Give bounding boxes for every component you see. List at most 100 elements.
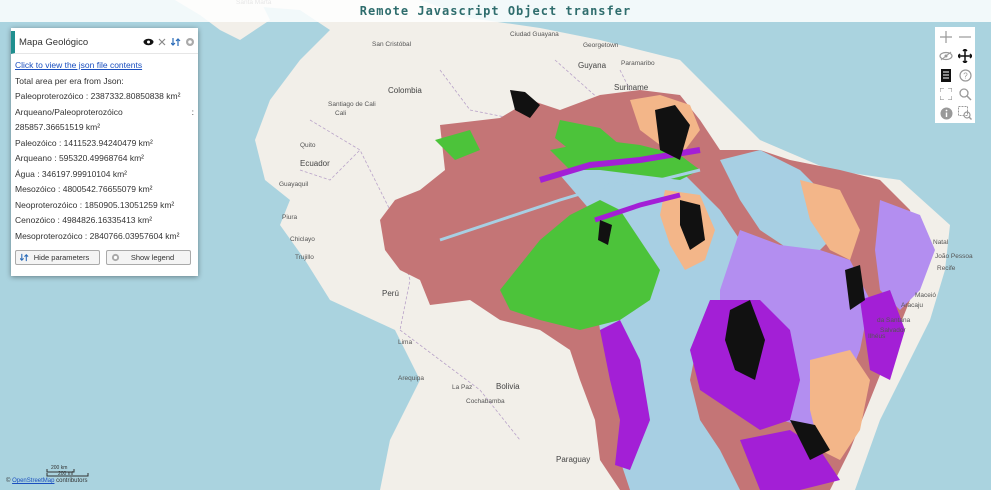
gear-icon[interactable] xyxy=(184,36,196,48)
geo-mesoproterozoico-east xyxy=(800,180,860,260)
map-label-santiago: Santiago de Cali xyxy=(328,101,376,108)
geo-paleozoico-north xyxy=(720,150,840,250)
geology-layer[interactable] xyxy=(380,90,935,490)
map-label-paramaribo: Paramaribo xyxy=(621,60,655,67)
map-label-georgetown: Georgetown xyxy=(583,42,619,49)
map-label-arequipa: Arequipa xyxy=(398,375,424,382)
geo-arqueano-2 xyxy=(655,105,690,160)
zoom-out-icon[interactable] xyxy=(956,28,974,46)
map-label-bolivia: Bolivia xyxy=(496,382,520,391)
map-label-ilheus: Ilhéus xyxy=(868,333,886,340)
era-entry: Mesozóico : 4800542.76655079 km² xyxy=(15,184,153,194)
layer-panel-body: Click to view the json file contents Tot… xyxy=(11,54,198,244)
app-title-bar: Remote Javascript Object transfer xyxy=(0,0,991,22)
help-icon[interactable]: ? xyxy=(956,66,974,84)
map-label-cali: Cali xyxy=(335,110,346,117)
map-label-natal: Natal xyxy=(933,239,949,246)
map-label-colombia: Colombia xyxy=(388,86,422,95)
info-icon[interactable] xyxy=(937,104,955,122)
panel-buttons: Hide parameters Show legend xyxy=(15,250,191,265)
eye-icon[interactable] xyxy=(142,36,154,48)
app-title: Remote Javascript Object transfer xyxy=(359,4,632,18)
pan-icon[interactable] xyxy=(956,47,974,65)
layer-panel: Mapa Geológico Click to view the json fi… xyxy=(11,28,198,276)
hide-parameters-label: Hide parameters xyxy=(33,253,90,262)
visibility-icon[interactable] xyxy=(937,47,955,65)
era-entry-name: Arqueano/Paleoproterozóico xyxy=(15,106,123,117)
attribution: © OpenStreetMap contributors xyxy=(6,478,87,484)
area-heading: Total area per era from Json: xyxy=(15,75,124,86)
map-label-piura: Piura xyxy=(282,214,298,221)
hide-parameters-button[interactable]: Hide parameters xyxy=(15,250,100,265)
map-label-ciudad-guayana: Ciudad Guayana xyxy=(510,31,559,38)
map-label-guayaquil: Guayaquil xyxy=(279,181,309,188)
map-label-quito: Quito xyxy=(300,142,316,149)
attribution-prefix: © xyxy=(6,478,11,484)
geo-arqueano-1 xyxy=(510,90,540,118)
geo-mesoproterozoico-se xyxy=(810,350,870,460)
amazon-river xyxy=(439,168,701,242)
map-label-aracaju: Aracaju xyxy=(901,302,923,309)
map-label-joao-pessoa: João Pessoa xyxy=(935,253,973,260)
osm-link[interactable]: OpenStreetMap xyxy=(12,478,55,484)
era-entry: Arqueano/Paleoproterozóico : xyxy=(15,105,194,121)
zoom-box-icon[interactable] xyxy=(956,104,974,122)
scale-mi: 200 mi xyxy=(58,471,73,477)
geo-paleoproterozoico-east xyxy=(860,290,905,380)
era-entry-colon: : xyxy=(191,106,194,117)
attribution-suffix: contributors xyxy=(56,478,88,484)
svg-text:?: ? xyxy=(963,71,968,80)
geo-neoproterozoico-east xyxy=(875,200,935,310)
geo-arqueano-6 xyxy=(845,265,865,310)
geo-arqueano-5 xyxy=(790,420,830,460)
map-label-san-cristobal: San Cristóbal xyxy=(372,41,412,48)
show-legend-label: Show legend xyxy=(130,253,175,262)
era-entry: Mesoproterozóico : 2840766.03957604 km² xyxy=(15,230,180,241)
map-label-suriname: Suriname xyxy=(614,83,649,92)
map-label-cochabamba: Cochabamba xyxy=(466,398,505,405)
swap-icon[interactable] xyxy=(170,36,182,48)
close-icon[interactable] xyxy=(156,36,168,48)
layers-icon[interactable] xyxy=(937,66,955,84)
map-label-recife: Recife xyxy=(937,265,956,272)
geo-cenozoico-west xyxy=(500,200,660,330)
map-labels: Santa Marta San Cristóbal Ciudad Guayana… xyxy=(236,0,973,464)
show-legend-button[interactable]: Show legend xyxy=(106,250,191,265)
geo-paleoproterozoico-south xyxy=(740,430,840,490)
scale-bar: 200 km 200 mi xyxy=(46,463,92,483)
map-label-la-paz: La Paz xyxy=(452,384,472,391)
map-label-chiclayo: Chiclayo xyxy=(290,236,315,243)
map-label-trujillo: Trujillo xyxy=(295,254,314,261)
era-entry: Cenozóico : 4984826.16335413 km² xyxy=(15,215,153,225)
era-entry: Água : 346197.99910104 km² xyxy=(15,168,128,179)
parameters-icon xyxy=(19,253,29,263)
legend-icon xyxy=(110,253,120,263)
geo-arqueano-4 xyxy=(725,300,765,380)
geo-cenozoico-nw xyxy=(435,130,480,160)
map-label-lima: Lima xyxy=(398,339,412,346)
geo-cenozoico-top xyxy=(555,120,620,155)
map-label-paraguay: Paraguay xyxy=(556,455,590,464)
search-icon[interactable] xyxy=(956,85,974,103)
geo-paleoproterozoico-band2 xyxy=(594,192,681,223)
zoom-in-icon[interactable] xyxy=(937,28,955,46)
map-label-ecuador: Ecuador xyxy=(300,159,330,168)
geo-arqueano-7 xyxy=(598,220,612,245)
map-label-peru: Perú xyxy=(382,289,399,298)
era-entry: Paleozóico : 1411523.94240479 km² xyxy=(15,137,153,148)
layer-panel-header: Mapa Geológico xyxy=(11,31,198,54)
map-toolbar: ? xyxy=(935,27,975,123)
era-entry: Arqueano : 595320.49968764 km² xyxy=(15,153,145,163)
geo-paleoproterozoico-west xyxy=(600,320,650,470)
era-entry: Neoproterozóico : 1850905.13051259 km² xyxy=(15,199,175,210)
map-label-maceio: Maceió xyxy=(915,292,936,299)
map-label-salvador: Salvador xyxy=(880,327,906,334)
json-link[interactable]: Click to view the json file contents xyxy=(15,60,143,70)
layer-title: Mapa Geológico xyxy=(19,36,89,48)
map-label-da-santana: da Santana xyxy=(877,317,911,324)
era-entry: 285857.36651519 km² xyxy=(15,122,101,132)
map-label-guyana: Guyana xyxy=(578,61,607,70)
fullscreen-icon[interactable] xyxy=(937,85,955,103)
geo-arqueano-3 xyxy=(680,200,705,250)
